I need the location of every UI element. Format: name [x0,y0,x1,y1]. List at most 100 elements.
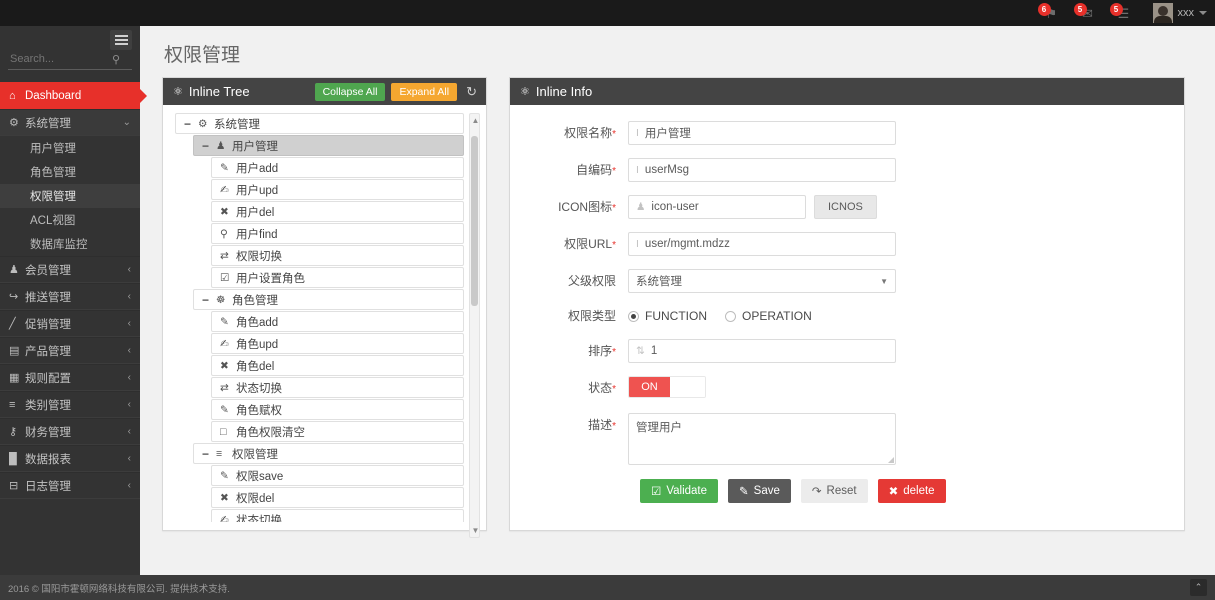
radio-function-label: FUNCTION [645,309,707,323]
collapse-all-button[interactable]: Collapse All [314,82,386,101]
collapse-toggle-icon[interactable]: − [184,116,192,131]
pencil-icon: ╱ [9,318,16,330]
tree-node[interactable]: − ♟ 用户管理 [193,135,464,156]
sidebar-subitem-role-mgmt[interactable]: 角色管理 [0,160,140,184]
form-action-buttons: ☑ Validate ✎ Save ↷ Reset ✖ [640,479,1168,503]
tree-node[interactable]: − ⚙ 系统管理 [175,113,464,134]
list-icon: ≡ [9,398,16,411]
tree-node[interactable]: ⇄ 状态切换 [211,377,464,398]
sidebar-item-promo-mgmt[interactable]: ╱ 促销管理 ‹ [0,310,140,337]
sidebar-item-finance-mgmt[interactable]: ⚷ 财务管理 ‹ [0,418,140,445]
tree-node[interactable]: ✍ 用户upd [211,179,464,200]
radio-operation[interactable]: OPERATION [725,304,812,328]
sidebar-item-member-mgmt[interactable]: ♟ 会员管理 ‹ [0,256,140,283]
collapse-toggle-icon[interactable]: − [202,138,210,153]
sidebar-subitem-user-mgmt[interactable]: 用户管理 [0,136,140,160]
tree-node[interactable]: ✎ 用户add [211,157,464,178]
tree-node[interactable]: ✎ 角色赋权 [211,399,464,420]
tree-node[interactable]: ✖ 权限del [211,487,464,508]
control-parent: 系统管理 ▼ [628,269,896,293]
scrollbar-thumb[interactable] [471,136,478,306]
expand-all-button[interactable]: Expand All [391,82,458,101]
sidebar-item-category-mgmt[interactable]: ≡ 类别管理 ‹ [0,391,140,418]
tree-node-label: 角色upd [236,338,279,351]
sidebar-item-rule-config[interactable]: ▦ 规则配置 ‹ [0,364,140,391]
validate-button-label: Validate [666,485,708,497]
hamburger-icon[interactable] [110,30,132,50]
tree-node[interactable]: − ≡ 权限管理 [193,443,464,464]
sidebar-subitem-permission-mgmt[interactable]: 权限管理 [0,184,140,208]
control-code: Ι userMsg [628,158,896,182]
tree-node-label: 用户del [236,206,275,219]
tree-node[interactable]: ✍ 状态切换 [211,509,464,522]
tree-node[interactable]: ⚲ 用户find [211,223,464,244]
user-icon: ♟ [636,201,646,213]
sidebar-subitem-label: 数据库监控 [30,239,88,251]
tree-node[interactable]: ✖ 用户del [211,201,464,222]
edit-icon: ✍ [220,337,229,350]
scroll-down-icon[interactable]: ▼ [471,526,480,535]
sidebar-item-push-mgmt[interactable]: ↪ 推送管理 ‹ [0,283,140,310]
sidebar-item-data-report[interactable]: █ 数据报表 ‹ [0,445,140,472]
notification-messages[interactable]: 5 ✉ [1073,3,1099,22]
status-toggle-on-label[interactable]: ON [629,377,670,397]
tree-node[interactable]: ⇄ 权限切换 [211,245,464,266]
sidebar-search[interactable]: ⚲ [8,52,132,70]
search-input[interactable] [8,52,112,66]
status-toggle-track[interactable] [670,377,705,397]
status-toggle[interactable]: ON [628,376,706,398]
tree-node[interactable]: □ 角色权限清空 [211,421,464,442]
code-input[interactable]: Ι userMsg [628,158,896,182]
label-text: 权限名称 [564,126,613,140]
field-row-desc: 描述* 管理用户 [510,413,1168,465]
tree-node[interactable]: − ☸ 角色管理 [193,289,464,310]
inline-info-title: Inline Info [535,84,593,99]
tree-node-label: 用户find [236,228,278,241]
description-textarea[interactable]: 管理用户 [628,413,896,465]
share-icon: ↪ [9,291,19,303]
sidebar-subitem-label: 权限管理 [30,191,76,203]
sidebar-item-dashboard[interactable]: ⌂ Dashboard [0,82,147,109]
parent-permission-select[interactable]: 系统管理 ▼ [628,269,896,293]
sidebar-item-system-mgmt[interactable]: ⚙ 系统管理 ⌄ [0,109,140,136]
sidebar-subitem-db-monitor[interactable]: 数据库监控 [0,232,140,256]
tree-node[interactable]: ☑ 用户设置角色 [211,267,464,288]
sitemap-icon: ⚛ [173,86,183,98]
notification-alerts[interactable]: 5 ☰ [1109,3,1135,22]
icon-input[interactable]: ♟ icon-user [628,195,806,219]
sidebar-subitem-acl-view[interactable]: ACL视图 [0,208,140,232]
delete-button[interactable]: ✖ delete [877,479,946,503]
label-url: 权限URL* [510,232,628,258]
url-input[interactable]: Ι user/mgmt.mdzz [628,232,896,256]
tree-node[interactable]: ✎ 权限save [211,465,464,486]
user-menu[interactable]: xxx [1149,3,1207,23]
chart-icon: █ [9,452,17,465]
scroll-up-icon[interactable]: ▲ [471,116,480,125]
radio-dot-icon[interactable] [628,310,639,322]
radio-function[interactable]: FUNCTION [628,304,707,328]
reset-button[interactable]: ↷ Reset [800,479,868,503]
refresh-icon[interactable]: ↻ [463,84,480,100]
sidebar-item-product-mgmt[interactable]: ▤ 产品管理 ‹ [0,337,140,364]
tree-node[interactable]: ✎ 角色add [211,311,464,332]
notification-tasks[interactable]: 6 ⚑ [1037,3,1063,22]
icnos-button[interactable]: ICNOS [814,195,877,219]
times-icon: ✖ [888,486,899,498]
scroll-to-top-icon[interactable]: ⌃ [1190,579,1207,596]
cogs-icon: ⚙ [198,117,208,130]
collapse-toggle-icon[interactable]: − [202,446,210,461]
radio-dot-icon[interactable] [725,310,736,322]
tree-node-label: 状态切换 [236,514,282,523]
save-button[interactable]: ✎ Save [728,479,791,503]
search-icon[interactable]: ⚲ [112,53,121,66]
sidebar-item-log-mgmt[interactable]: ⊟ 日志管理 ‹ [0,472,140,499]
tree-scrollbar[interactable]: ▲ ▼ [469,113,480,538]
sidebar-item-label: 会员管理 [25,264,71,277]
validate-button[interactable]: ☑ Validate [640,479,719,503]
order-input[interactable]: ⇅ 1 [628,339,896,363]
tree-node[interactable]: ✍ 角色upd [211,333,464,354]
tree-node[interactable]: ✖ 角色del [211,355,464,376]
check-square-icon: ☑ [651,486,662,498]
collapse-toggle-icon[interactable]: − [202,292,210,307]
permission-name-input[interactable]: Ι 用户管理 [628,121,896,145]
